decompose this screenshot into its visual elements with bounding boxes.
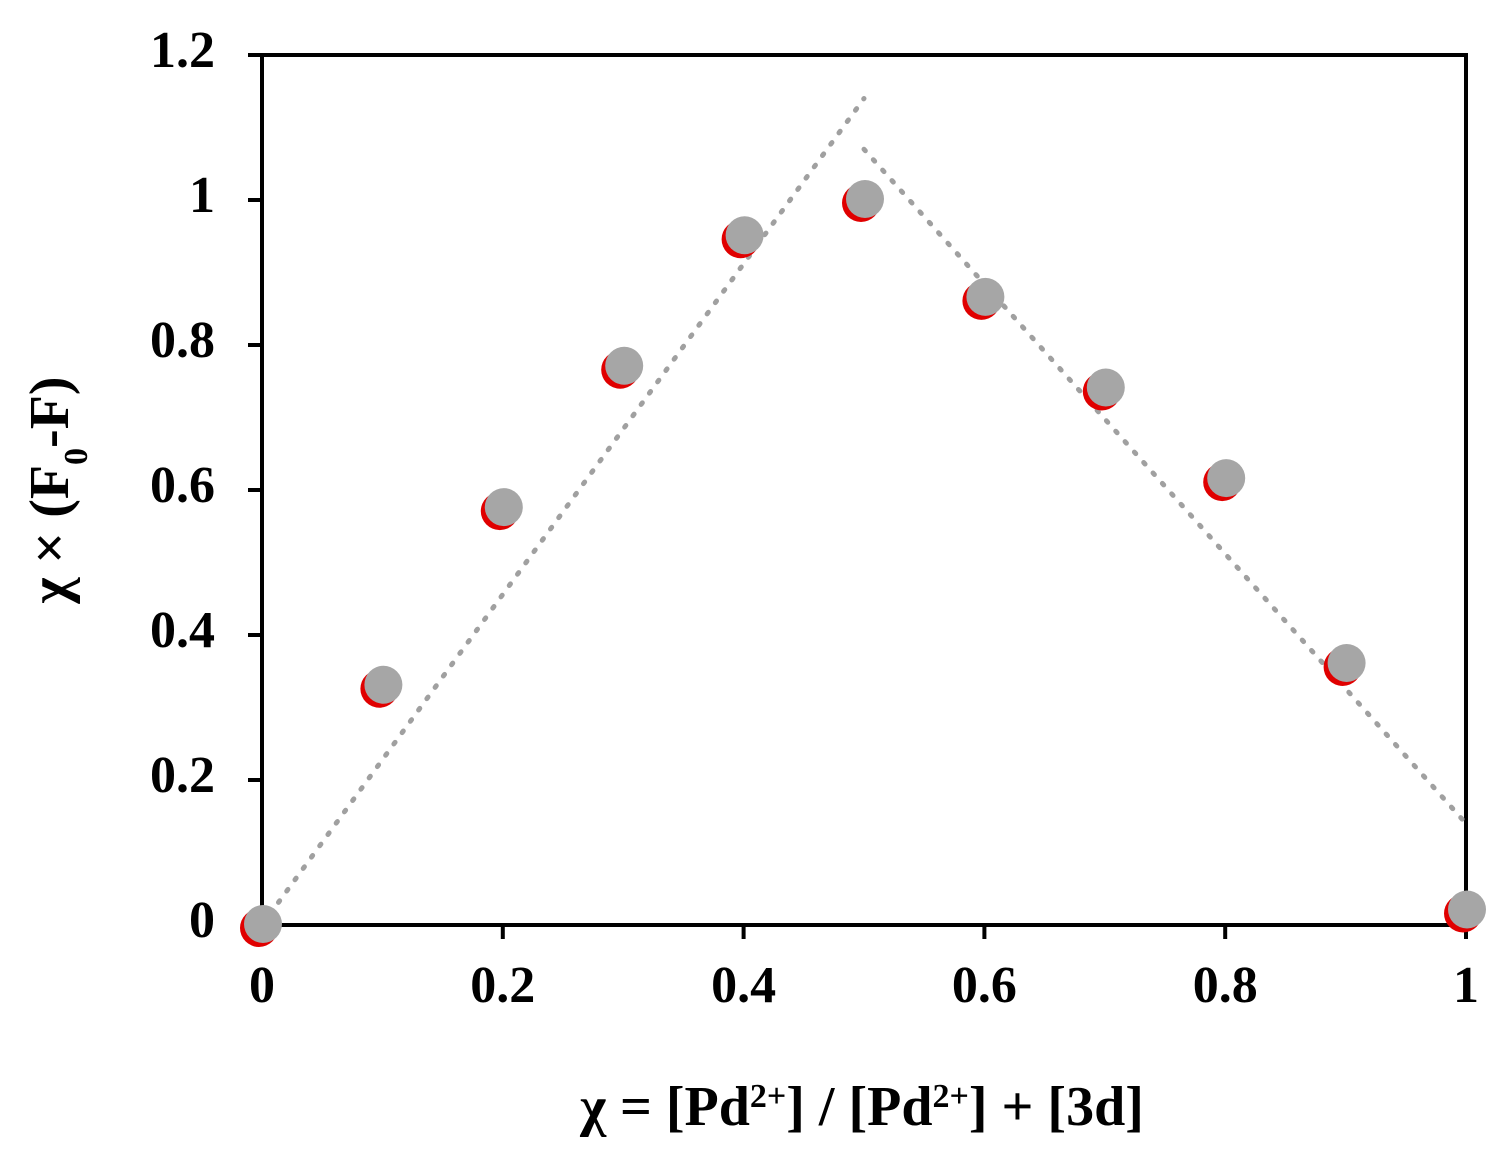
y-axis-label-part: 0 bbox=[58, 448, 95, 465]
x-tick-label: 1 bbox=[1453, 957, 1479, 1014]
y-tick-label: 0.6 bbox=[150, 457, 215, 514]
point bbox=[846, 180, 884, 218]
point bbox=[364, 665, 403, 704]
y-axis-label-part: -F) bbox=[19, 376, 81, 448]
x-axis-label-part: 2+ bbox=[750, 1078, 786, 1115]
point bbox=[1207, 459, 1246, 498]
point bbox=[1086, 368, 1125, 407]
y-tick-label: 1.2 bbox=[150, 22, 215, 79]
y-tick-label: 0.2 bbox=[150, 747, 215, 804]
y-tick-label: 0.4 bbox=[150, 602, 215, 659]
point bbox=[244, 905, 282, 943]
x-tick-label: 0.2 bbox=[470, 957, 535, 1014]
x-axis-label: χ = [Pd2+] / [Pd2+] + [3d] bbox=[579, 1076, 1144, 1138]
point bbox=[1327, 644, 1366, 682]
x-tick-label: 0.8 bbox=[1193, 957, 1258, 1014]
plot-frame bbox=[260, 53, 1468, 927]
point bbox=[1448, 890, 1486, 929]
y-axis-label: χ × (F0-F) bbox=[19, 376, 95, 604]
y-tick-label: 0 bbox=[189, 892, 215, 949]
x-axis-label-part: ] / [Pd bbox=[786, 1076, 932, 1138]
x-tick-label: 0.6 bbox=[952, 957, 1017, 1014]
point bbox=[484, 488, 523, 527]
y-axis-label-part: χ × (F bbox=[19, 465, 81, 605]
trendline bbox=[259, 96, 867, 928]
x-tick-label: 0.4 bbox=[711, 957, 776, 1014]
y-tick-label: 1 bbox=[189, 167, 215, 224]
x-axis-label-part: ] + [3d] bbox=[969, 1076, 1144, 1138]
x-tick-label: 0 bbox=[249, 957, 275, 1014]
x-axis-label-part: χ = [Pd bbox=[579, 1076, 750, 1138]
x-axis-label-part: 2+ bbox=[933, 1078, 969, 1115]
point bbox=[605, 346, 644, 385]
point bbox=[966, 277, 1005, 316]
point bbox=[725, 216, 764, 255]
trendline bbox=[861, 146, 1469, 826]
y-tick-label: 0.8 bbox=[150, 312, 215, 369]
